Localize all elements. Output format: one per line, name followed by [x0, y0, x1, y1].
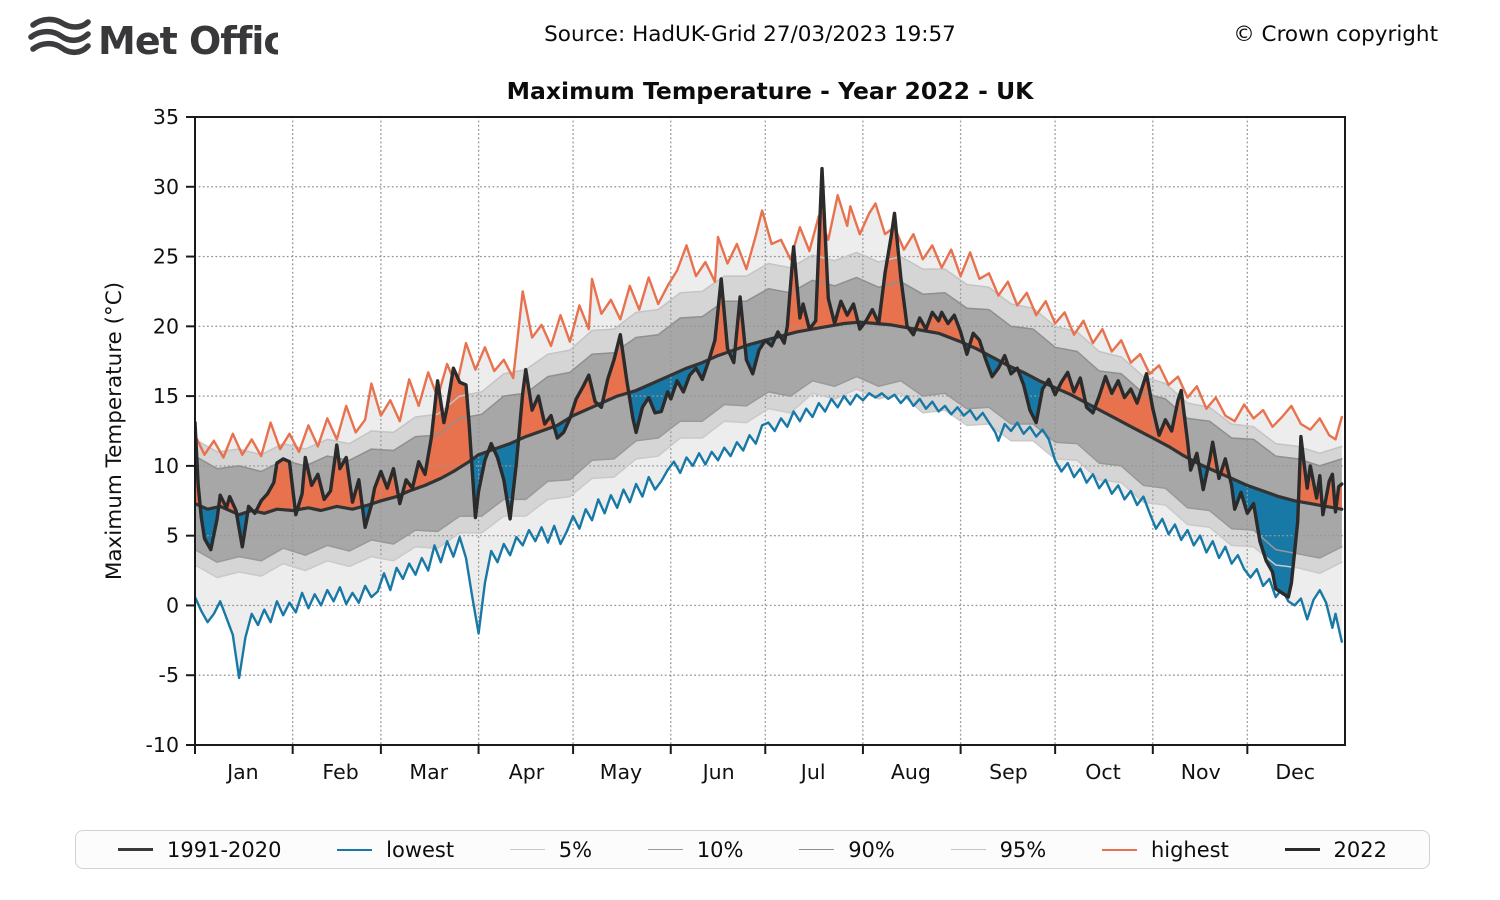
legend-swatch-line [337, 848, 373, 851]
plot-area [195, 117, 1345, 745]
warm-anomaly-fill [709, 278, 729, 360]
legend-swatch-line [509, 849, 545, 850]
legend-swatch-line [950, 849, 986, 850]
legend-label: lowest [386, 837, 455, 862]
legend-item-10-: 10% [647, 837, 744, 862]
logo-text: Met Office [98, 19, 278, 63]
y-tick-label: 10 [153, 454, 179, 478]
legend-label: 5% [558, 837, 593, 862]
series-line-95pct [195, 251, 1343, 456]
legend-swatch-line [1284, 848, 1320, 851]
x-tick-label: May [600, 760, 642, 784]
legend-item-90-: 90% [799, 838, 895, 862]
legend-swatch-line [647, 849, 683, 850]
x-tick-label: Apr [509, 760, 545, 784]
series-line-5pct [195, 388, 1343, 579]
x-tick-label: Jan [225, 760, 259, 784]
warm-anomaly-fill [255, 458, 296, 514]
cold-anomaly-fill [493, 439, 519, 519]
y-tick-label: 35 [153, 105, 179, 129]
legend-item-2022: 2022 [1284, 837, 1387, 862]
x-tick-label: Jun [701, 760, 735, 784]
series-line-lowest [195, 392, 1344, 680]
y-tick-label: 15 [153, 384, 179, 408]
warm-anomaly-fill [785, 168, 859, 335]
logo-waves-icon [28, 16, 91, 56]
x-tick-label: Feb [322, 760, 358, 784]
x-tick-label: Nov [1181, 760, 1221, 784]
y-tick-label: 5 [166, 524, 179, 548]
cold-anomaly-fill [983, 352, 1002, 377]
warm-anomaly-fill [195, 422, 201, 506]
series-line-10pct [195, 375, 1343, 563]
met-office-logo-svg: Met Office [28, 16, 311, 63]
legend-label: highest [1150, 837, 1229, 862]
copyright-text: © Crown copyright [1233, 22, 1438, 47]
x-tick-label: Mar [409, 760, 448, 784]
plot-frame [194, 116, 1346, 746]
legend-label: 1991-2020 [167, 837, 282, 862]
x-tick-label: Aug [891, 760, 931, 784]
legend: 1991-2020 lowest 5% 10% 90% 95% highest 2022 [75, 830, 1430, 869]
x-tick-label: Oct [1085, 760, 1120, 784]
legend-label: 2022 [1333, 837, 1387, 862]
legend-swatch-line [1101, 848, 1137, 851]
warm-anomaly-fill [1095, 373, 1190, 459]
source-text: Source: HadUK-Grid 27/03/2023 19:57 [544, 22, 956, 47]
y-axis-label: Maximum Temperature (°C) [102, 282, 127, 580]
legend-label: 95% [999, 837, 1047, 862]
legend-label: 90% [848, 837, 895, 862]
legend-swatch-line [118, 848, 153, 851]
y-tick-label: 20 [153, 314, 179, 338]
legend-item-lowest: lowest [337, 838, 454, 862]
legend-swatch-line [799, 849, 835, 850]
series-line-2022 [195, 166, 1344, 599]
x-tick-label: Dec [1275, 760, 1315, 784]
y-tick-label: 0 [166, 593, 179, 617]
legend-label: 10% [696, 837, 744, 862]
series-line-highest [195, 193, 1344, 459]
y-tick-label: -10 [146, 733, 179, 757]
legend-item-5-: 5% [509, 837, 593, 862]
met-office-logo: Met Office [28, 10, 311, 70]
x-tick-label: Jul [799, 760, 826, 784]
chart-title: Maximum Temperature - Year 2022 - UK [507, 77, 1035, 105]
legend-item-highest: highest [1101, 837, 1229, 862]
temperature-chart: -10 -5 0 5 10 15 20 25 30 35 Jan Feb Mar Apr May Jun Jul… [102, 77, 1346, 784]
y-tick-label: 25 [153, 245, 179, 269]
y-tick-label: 30 [153, 175, 179, 199]
legend-item-95-: 95% [950, 837, 1047, 862]
legend-item-1991-2020: 1991-2020 [118, 838, 281, 862]
band-lowest-to-highest [195, 195, 1342, 678]
y-tick-label: -5 [159, 663, 179, 687]
x-tick-label: Sep [989, 760, 1028, 784]
